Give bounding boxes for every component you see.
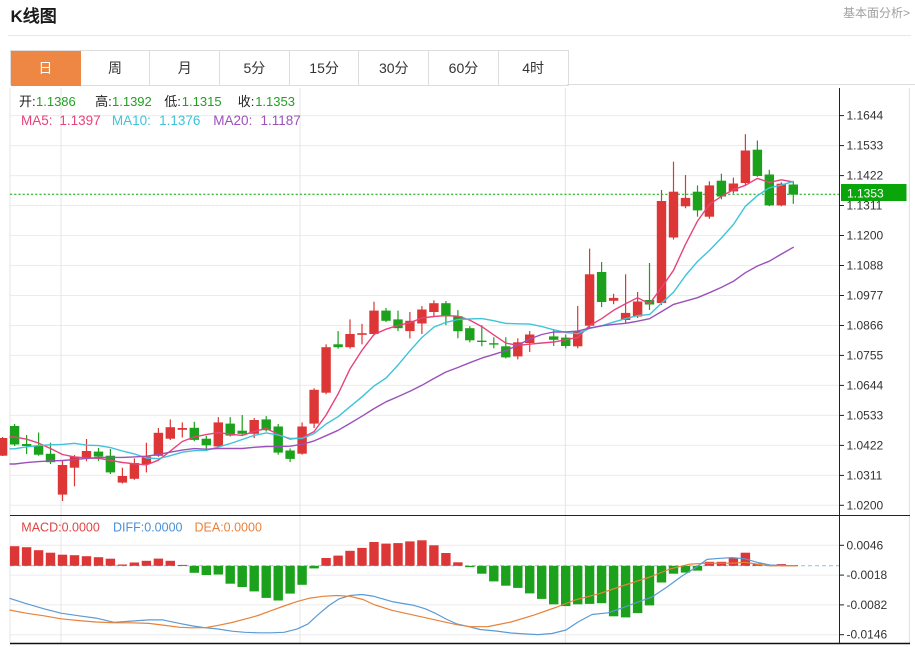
svg-text:低:: 低: [164,94,181,109]
svg-text:1.0977: 1.0977 [847,289,884,303]
svg-text:1.1644: 1.1644 [847,109,884,123]
svg-text:MA5:: MA5: [21,113,53,128]
svg-text:-0.0146: -0.0146 [847,628,888,642]
svg-text:1.1422: 1.1422 [847,169,884,183]
svg-text:1.0755: 1.0755 [847,348,884,362]
svg-text:MA20:: MA20: [213,113,252,128]
svg-text:1.0533: 1.0533 [847,408,884,422]
svg-text:MACD:0.0000: MACD:0.0000 [21,521,100,535]
svg-text:1.1376: 1.1376 [159,113,200,128]
svg-text:-0.0018: -0.0018 [847,568,888,582]
svg-text:1.1392: 1.1392 [112,94,152,109]
svg-text:收:: 收: [238,94,255,109]
svg-text:1.1386: 1.1386 [36,94,76,109]
svg-text:1.0866: 1.0866 [847,319,884,333]
svg-text:开:: 开: [19,94,36,109]
svg-text:MA10:: MA10: [112,113,151,128]
svg-text:1.1315: 1.1315 [182,94,222,109]
svg-text:1.0644: 1.0644 [847,378,884,392]
svg-text:1.0311: 1.0311 [847,468,883,482]
svg-text:1.0200: 1.0200 [847,498,884,512]
svg-text:DEA:0.0000: DEA:0.0000 [195,521,262,535]
svg-text:1.1311: 1.1311 [847,199,883,213]
svg-text:0.0046: 0.0046 [847,538,884,552]
svg-text:1.1187: 1.1187 [261,113,301,128]
svg-text:1.1353: 1.1353 [255,94,295,109]
svg-text:1.0422: 1.0422 [847,438,884,452]
svg-text:1.1533: 1.1533 [847,139,884,153]
svg-text:1.1200: 1.1200 [847,229,884,243]
svg-text:1.1088: 1.1088 [847,259,884,273]
svg-text:1.1397: 1.1397 [59,113,100,128]
svg-text:DIFF:0.0000: DIFF:0.0000 [113,521,183,535]
svg-text:1.1353: 1.1353 [847,186,884,200]
svg-text:-0.0082: -0.0082 [847,598,888,612]
svg-text:高:: 高: [95,94,112,109]
